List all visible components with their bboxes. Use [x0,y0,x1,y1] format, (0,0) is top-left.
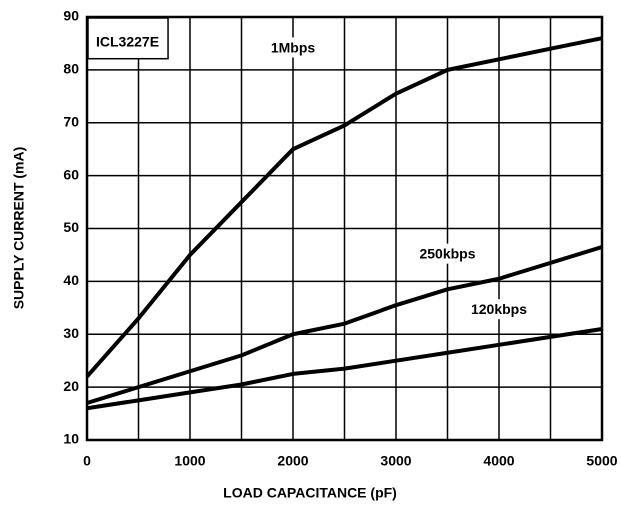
series-line [86,245,603,405]
x-tick-label: 2000 [277,453,308,469]
y-tick-label: 70 [63,113,79,129]
y-tick-label: 90 [63,8,79,24]
series-label: 250kbps [419,246,475,262]
x-tick-label: 3000 [380,453,411,469]
y-tick-label: 20 [63,378,79,394]
y-axis-label: SUPPLY CURRENT (mA) [11,147,27,310]
x-tick-label: 5000 [586,453,617,469]
y-tick-label: 80 [63,61,79,77]
y-tick-label: 50 [63,219,79,235]
y-tick-label: 40 [63,272,79,288]
annotation-box [87,17,169,60]
y-tick-label: 60 [63,166,79,182]
series-label-bg [464,299,534,320]
x-tick-label: 1000 [174,453,205,469]
y-tick-label: 30 [63,325,79,341]
series-line [86,326,603,411]
series-line [85,36,603,378]
x-axis-label: LOAD CAPACITANCE (pF) [223,485,397,501]
plot-frame [85,15,604,442]
annotation: ICL3227E [96,34,159,50]
series-label: 120kbps [471,301,527,317]
x-tick-label: 0 [83,453,91,469]
series-label-bg [264,37,322,58]
series-label-bg [413,243,482,264]
y-tick-label: 10 [63,431,79,447]
series-label: 1Mbps [271,39,316,55]
x-tick-label: 4000 [483,453,514,469]
